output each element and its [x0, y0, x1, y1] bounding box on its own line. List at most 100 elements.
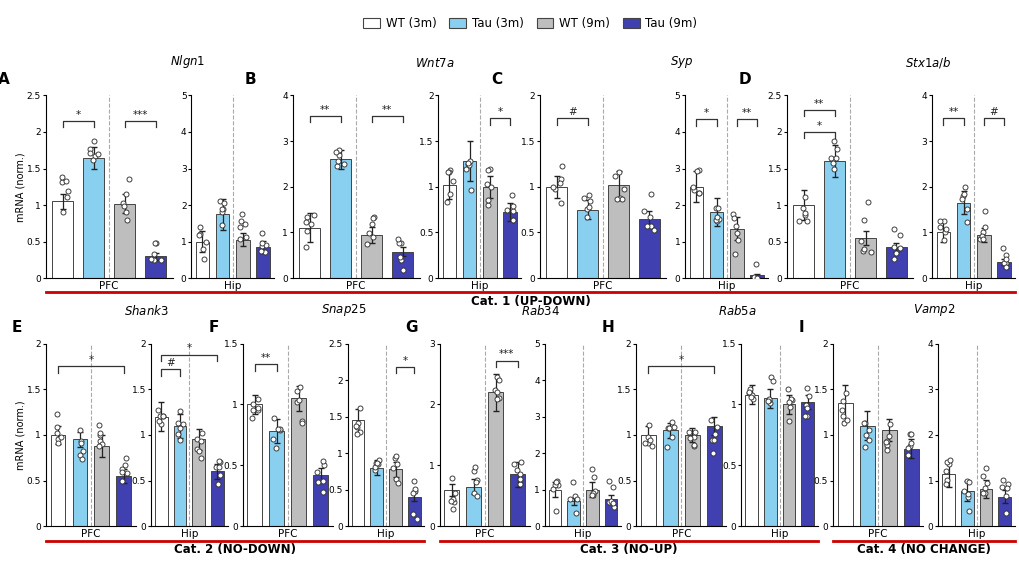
Point [705, 435, 721, 444]
Text: D: D [738, 72, 751, 87]
Point [884, 243, 901, 252]
Point [604, 499, 621, 508]
Point [884, 255, 901, 264]
Bar [95, 446, 109, 526]
Point [977, 463, 994, 472]
Point [796, 411, 812, 420]
Point [730, 235, 746, 244]
Bar [247, 404, 262, 526]
Point [53, 172, 69, 181]
Text: Cat. 4 (NO CHANGE): Cat. 4 (NO CHANGE) [856, 543, 990, 557]
Point [196, 254, 212, 263]
Point [748, 284, 764, 293]
Point [72, 438, 89, 447]
Bar [196, 241, 209, 278]
X-axis label: PFC: PFC [82, 529, 101, 539]
Point [463, 185, 479, 194]
Y-axis label: mRNA (norm.): mRNA (norm.) [15, 152, 25, 221]
Point [245, 399, 261, 408]
Point [726, 213, 742, 223]
Point [444, 177, 461, 186]
Point [192, 223, 208, 232]
Point [681, 427, 697, 436]
Point [92, 437, 108, 446]
Point [440, 168, 457, 177]
Point [174, 419, 191, 428]
Point [547, 507, 564, 516]
Point [797, 208, 813, 217]
Point [368, 459, 384, 468]
Point [72, 426, 89, 435]
Point [636, 206, 652, 216]
Bar [510, 475, 525, 526]
Point [544, 484, 560, 494]
Point [442, 189, 459, 198]
Point [331, 146, 347, 155]
Point [114, 467, 130, 476]
Point [465, 467, 481, 476]
Bar [782, 404, 795, 526]
Point [115, 198, 131, 208]
Point [192, 229, 208, 239]
Point [706, 430, 722, 439]
Bar [837, 403, 852, 526]
X-axis label: PFC: PFC [593, 281, 612, 291]
Point [364, 233, 380, 242]
Point [254, 241, 270, 250]
Point [460, 159, 476, 168]
Point [600, 476, 616, 486]
Point [862, 248, 878, 257]
Bar [173, 426, 186, 526]
Point [997, 263, 1013, 272]
Bar [463, 161, 476, 278]
Bar [116, 476, 131, 526]
Point [880, 419, 897, 428]
Point [407, 484, 423, 493]
Point [976, 483, 993, 492]
Bar [370, 468, 383, 526]
Point [637, 438, 653, 447]
Point [505, 459, 522, 468]
Point [750, 294, 766, 303]
Point [291, 382, 308, 391]
Point [549, 476, 566, 486]
Bar [299, 228, 320, 278]
Bar [352, 420, 364, 526]
Bar [502, 212, 517, 278]
Text: **: ** [813, 98, 823, 109]
Point [955, 486, 971, 495]
Point [489, 395, 505, 404]
Point [503, 190, 520, 200]
Point [483, 183, 499, 192]
Point [116, 201, 132, 210]
Bar [256, 247, 270, 278]
Point [150, 406, 166, 415]
Point [169, 430, 185, 439]
Point [171, 407, 187, 416]
Bar [84, 157, 104, 278]
Point [152, 411, 168, 420]
Point [315, 461, 331, 470]
Bar [155, 416, 167, 526]
Text: #: # [166, 358, 175, 368]
Bar [291, 399, 306, 526]
Point [584, 464, 600, 474]
Text: #: # [988, 107, 998, 117]
Point [794, 203, 810, 212]
Point [189, 444, 205, 454]
Point [303, 220, 319, 229]
Bar [548, 490, 560, 526]
Point [330, 150, 346, 159]
Point [578, 204, 594, 213]
Point [367, 466, 383, 475]
Bar [408, 497, 420, 526]
Point [856, 418, 872, 427]
Point [49, 428, 65, 438]
Point [941, 459, 957, 468]
Bar [935, 232, 950, 278]
Text: *: * [75, 110, 81, 120]
Point [213, 220, 229, 229]
Point [270, 424, 286, 434]
Point [688, 166, 704, 176]
Point [798, 217, 814, 226]
